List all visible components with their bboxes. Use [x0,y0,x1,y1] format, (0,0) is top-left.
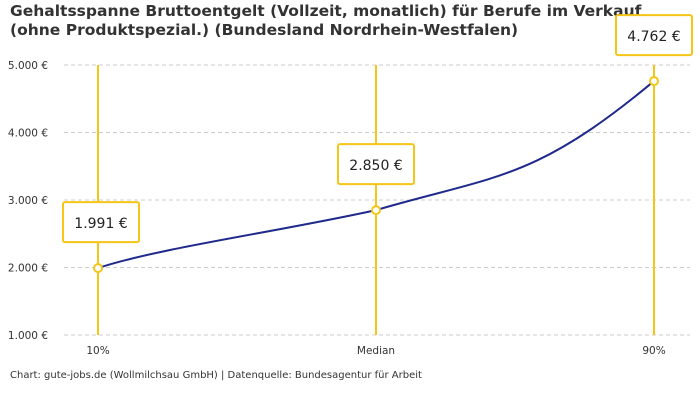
data-point [649,76,659,87]
data-point [371,205,381,216]
x-tick-label: 90% [642,345,665,357]
value-label-box [615,14,693,57]
x-tick-label: Median [357,345,395,357]
chart-title: Gehaltsspanne Bruttoentgelt (Vollzeit, m… [10,2,642,39]
value-label: 2.850 € [349,158,402,174]
x-tick-label: 10% [86,345,109,357]
y-tick-label: 5.000 € [8,60,48,72]
value-label: 4.762 € [627,29,680,45]
y-tick-label: 1.000 € [8,330,48,342]
y-tick-label: 3.000 € [8,195,48,207]
value-label-box [337,143,415,186]
data-point [93,263,103,274]
value-label-box [62,201,140,244]
y-tick-label: 2.000 € [8,263,48,275]
y-tick-label: 4.000 € [8,128,48,140]
chart-footer: Chart: gute-jobs.de (Wollmilchsau GmbH) … [10,370,422,381]
value-label: 1.991 € [74,216,127,232]
